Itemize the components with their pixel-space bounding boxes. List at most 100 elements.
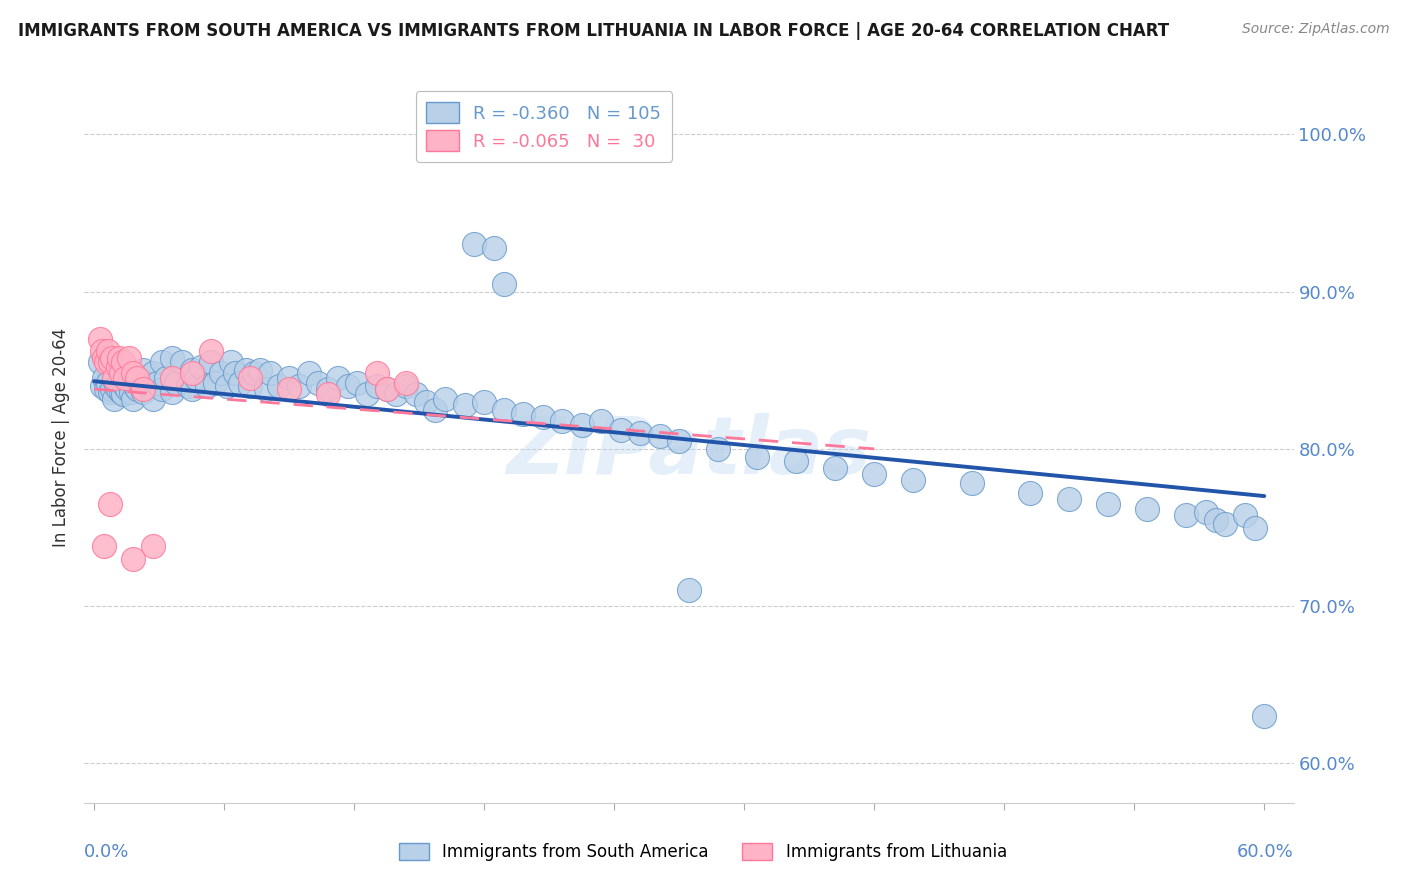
Point: [122, 373, 145, 387]
Point: [219, 355, 242, 369]
Point: [134, 376, 156, 390]
Point: [122, 392, 145, 406]
Point: [122, 367, 145, 381]
Point: [239, 379, 262, 393]
Text: Source: ZipAtlas.com: Source: ZipAtlas.com: [1241, 22, 1389, 37]
Point: [209, 367, 232, 381]
Point: [124, 379, 146, 393]
Point: [114, 379, 136, 393]
Point: [648, 429, 671, 443]
Point: [243, 367, 266, 381]
Point: [195, 379, 218, 393]
Point: [1195, 505, 1218, 519]
Point: [180, 367, 202, 381]
Point: [747, 450, 769, 464]
Point: [110, 367, 132, 381]
Point: [145, 376, 167, 390]
Point: [108, 376, 131, 390]
Point: [150, 382, 173, 396]
Point: [512, 407, 534, 421]
Point: [104, 379, 127, 393]
Point: [98, 497, 121, 511]
Point: [591, 413, 613, 427]
Point: [177, 379, 200, 393]
Point: [114, 371, 136, 385]
Point: [118, 376, 141, 390]
Point: [239, 371, 262, 385]
Point: [1057, 492, 1080, 507]
Point: [110, 385, 132, 400]
Point: [307, 376, 329, 390]
Point: [863, 467, 886, 481]
Point: [960, 476, 983, 491]
Point: [254, 382, 277, 396]
Point: [288, 379, 311, 393]
Point: [316, 387, 339, 401]
Text: 0.0%: 0.0%: [84, 843, 129, 861]
Point: [118, 351, 141, 365]
Point: [90, 379, 112, 393]
Point: [1136, 501, 1159, 516]
Point: [160, 371, 183, 385]
Point: [90, 344, 112, 359]
Point: [184, 371, 207, 385]
Point: [571, 418, 593, 433]
Point: [472, 394, 495, 409]
Point: [97, 344, 120, 359]
Point: [89, 332, 111, 346]
Point: [1243, 520, 1265, 534]
Point: [316, 382, 339, 396]
Point: [278, 371, 301, 385]
Point: [93, 371, 115, 385]
Point: [463, 237, 485, 252]
Text: 60.0%: 60.0%: [1237, 843, 1294, 861]
Point: [249, 363, 271, 377]
Point: [229, 376, 252, 390]
Point: [356, 387, 378, 401]
Point: [120, 385, 142, 400]
Point: [215, 379, 238, 393]
Point: [98, 385, 121, 400]
Point: [259, 367, 281, 381]
Point: [1097, 497, 1119, 511]
Point: [122, 552, 145, 566]
Point: [142, 367, 165, 381]
Point: [142, 392, 165, 406]
Point: [107, 382, 129, 396]
Point: [1175, 508, 1198, 522]
Point: [415, 394, 437, 409]
Point: [531, 410, 554, 425]
Point: [298, 367, 321, 381]
Point: [375, 382, 398, 396]
Point: [125, 371, 148, 385]
Point: [200, 355, 222, 369]
Point: [434, 392, 457, 406]
Point: [628, 426, 651, 441]
Point: [366, 379, 388, 393]
Point: [235, 363, 257, 377]
Point: [112, 371, 135, 385]
Point: [165, 376, 187, 390]
Legend: R = -0.360   N = 105, R = -0.065   N =  30: R = -0.360 N = 105, R = -0.065 N = 30: [416, 91, 672, 162]
Point: [103, 371, 125, 385]
Point: [395, 376, 418, 390]
Point: [100, 382, 122, 396]
Point: [155, 371, 177, 385]
Legend: Immigrants from South America, Immigrants from Lithuania: Immigrants from South America, Immigrant…: [392, 836, 1014, 868]
Point: [138, 379, 160, 393]
Point: [160, 351, 183, 365]
Point: [97, 376, 120, 390]
Point: [132, 385, 155, 400]
Point: [100, 351, 122, 365]
Text: ZIPatlas: ZIPatlas: [506, 413, 872, 491]
Point: [326, 371, 349, 385]
Point: [128, 371, 150, 385]
Point: [785, 454, 807, 468]
Point: [103, 392, 125, 406]
Point: [224, 367, 246, 381]
Point: [668, 434, 690, 448]
Point: [278, 382, 301, 396]
Text: IMMIGRANTS FROM SOUTH AMERICA VS IMMIGRANTS FROM LITHUANIA IN LABOR FORCE | AGE : IMMIGRANTS FROM SOUTH AMERICA VS IMMIGRA…: [18, 22, 1170, 40]
Point: [89, 355, 111, 369]
Point: [150, 355, 173, 369]
